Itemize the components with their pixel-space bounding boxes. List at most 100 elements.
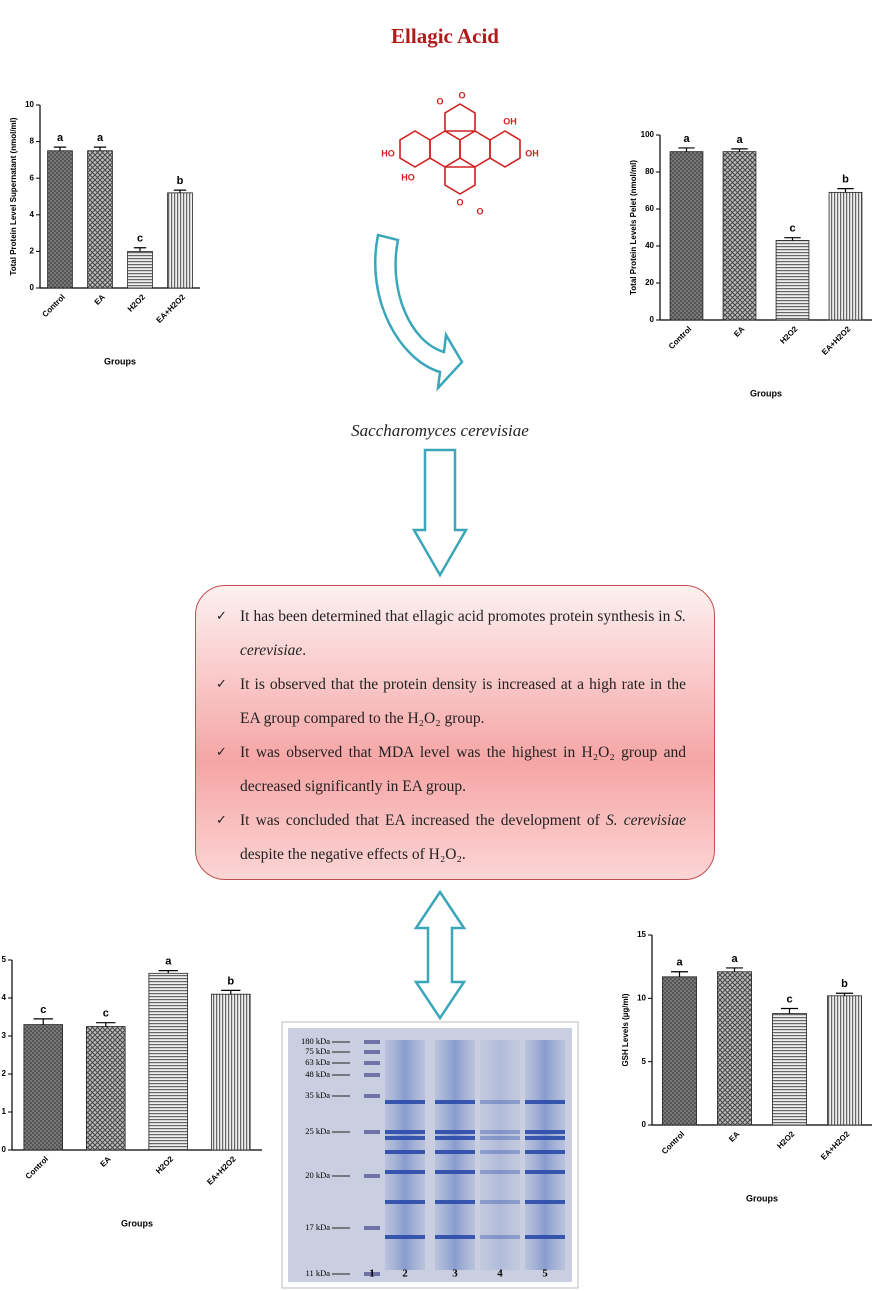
y-axis-label: Total Protein Level Supernatant (nmol/ml… (9, 117, 18, 275)
y-axis-label: Total Protein Levels Pelet (nmol/ml) (629, 160, 638, 295)
gel-band (435, 1235, 475, 1239)
gel-band (364, 1174, 380, 1178)
gel (288, 1028, 572, 1282)
gel-band (525, 1200, 565, 1204)
gel-band (480, 1170, 520, 1174)
x-tick-label: H2O2 (775, 1129, 797, 1151)
x-tick-label: EA (98, 1154, 112, 1168)
bar (772, 1013, 807, 1126)
y-tick-label: 8 (30, 137, 35, 146)
gel-band (525, 1170, 565, 1174)
bar (717, 971, 752, 1126)
error-bar (678, 147, 695, 152)
finding: It was concluded that EA increased the d… (216, 804, 686, 872)
y-tick-label: 6 (30, 173, 35, 182)
gel-band (364, 1226, 380, 1230)
error-bar (725, 967, 744, 972)
atom-label: O (476, 206, 483, 216)
y-tick-label: 0 (2, 1145, 7, 1154)
bar (827, 995, 862, 1126)
lane-label: 3 (452, 1268, 458, 1280)
error-bar (158, 970, 178, 974)
bar (662, 976, 697, 1126)
significance-letter: b (227, 975, 234, 987)
organism: Saccharomyces cerevisiae (351, 421, 529, 440)
gel-band (525, 1150, 565, 1154)
error-bar (53, 146, 67, 151)
significance-letter: a (676, 957, 683, 969)
bar (775, 240, 810, 321)
x-tick-label: Control (667, 325, 693, 351)
error-bar (96, 1022, 116, 1027)
marker-label: 63 kDa (305, 1057, 330, 1067)
lane-label: 4 (497, 1268, 503, 1280)
x-tick-label: EA (93, 292, 107, 306)
atom-label: O (458, 90, 465, 100)
findings-box: It has been determined that ellagic acid… (195, 585, 715, 880)
gel-band (525, 1130, 565, 1134)
significance-letter: a (57, 132, 64, 144)
gel-band (364, 1061, 380, 1065)
bar (23, 1024, 64, 1151)
down-arrow (411, 448, 469, 578)
gel-band (385, 1130, 425, 1134)
y-tick-label: 0 (642, 1120, 647, 1129)
gel-lane (435, 1040, 475, 1270)
y-tick-label: 2 (30, 247, 35, 256)
x-tick-label: EA+H2O2 (819, 1129, 852, 1162)
y-axis-label: GSH Levels (µg/ml) (621, 993, 630, 1066)
atom-label: O (436, 96, 443, 106)
significance-letter: b (177, 175, 184, 187)
marker-label: 11 kDa (306, 1268, 331, 1278)
y-tick-label: 10 (637, 993, 646, 1002)
finding-text: It was observed that MDA level was the h… (240, 744, 686, 795)
error-bar (221, 989, 241, 995)
finding: It was observed that MDA level was the h… (216, 736, 686, 804)
significance-letter: a (165, 956, 172, 968)
gel-band (364, 1040, 380, 1044)
finding-text: It was concluded that EA increased the d… (240, 812, 606, 829)
bar (167, 192, 193, 289)
marker-label: 20 kDa (305, 1170, 330, 1180)
error-bar (835, 992, 854, 996)
marker-label: 17 kDa (305, 1222, 330, 1232)
y-tick-label: 15 (637, 930, 646, 939)
x-axis-label: Groups (746, 1193, 778, 1203)
finding-text: S. cerevisiae (605, 812, 686, 829)
error-bar (133, 247, 147, 252)
x-tick-label: H2O2 (778, 324, 800, 346)
gel-band (525, 1235, 565, 1239)
x-tick-label: Control (40, 293, 66, 319)
significance-letter: c (40, 1004, 46, 1016)
gel-lane (525, 1040, 565, 1270)
significance-letter: a (731, 953, 738, 965)
finding-text: despite the negative effects of H₂O₂. (240, 846, 466, 863)
significance-letter: c (786, 993, 792, 1005)
gel-band (525, 1100, 565, 1104)
gel-band (364, 1094, 380, 1098)
marker-label: 75 kDa (305, 1046, 330, 1056)
error-bar (93, 146, 107, 151)
x-tick-label: H2O2 (126, 292, 148, 314)
y-tick-label: 4 (30, 210, 35, 219)
gel-band (385, 1100, 425, 1104)
x-tick-label: Control (660, 1130, 686, 1156)
x-tick-label: H2O2 (154, 1154, 176, 1176)
bar (47, 150, 73, 289)
bar (148, 972, 189, 1151)
title: Ellagic Acid (391, 24, 499, 48)
x-tick-label: Control (24, 1155, 50, 1181)
x-tick-label: EA (732, 324, 746, 338)
marker-label: 48 kDa (305, 1069, 330, 1079)
gel-band (480, 1100, 520, 1104)
lane-label: 5 (542, 1268, 548, 1280)
gel-lane (385, 1040, 425, 1270)
gel-band (364, 1050, 380, 1054)
molecule (399, 103, 521, 195)
significance-letter: c (137, 233, 143, 245)
gel-band (480, 1150, 520, 1154)
error-bar (784, 237, 801, 241)
x-tick-label: EA+H2O2 (820, 324, 853, 357)
finding: It is observed that the protein density … (216, 668, 686, 736)
